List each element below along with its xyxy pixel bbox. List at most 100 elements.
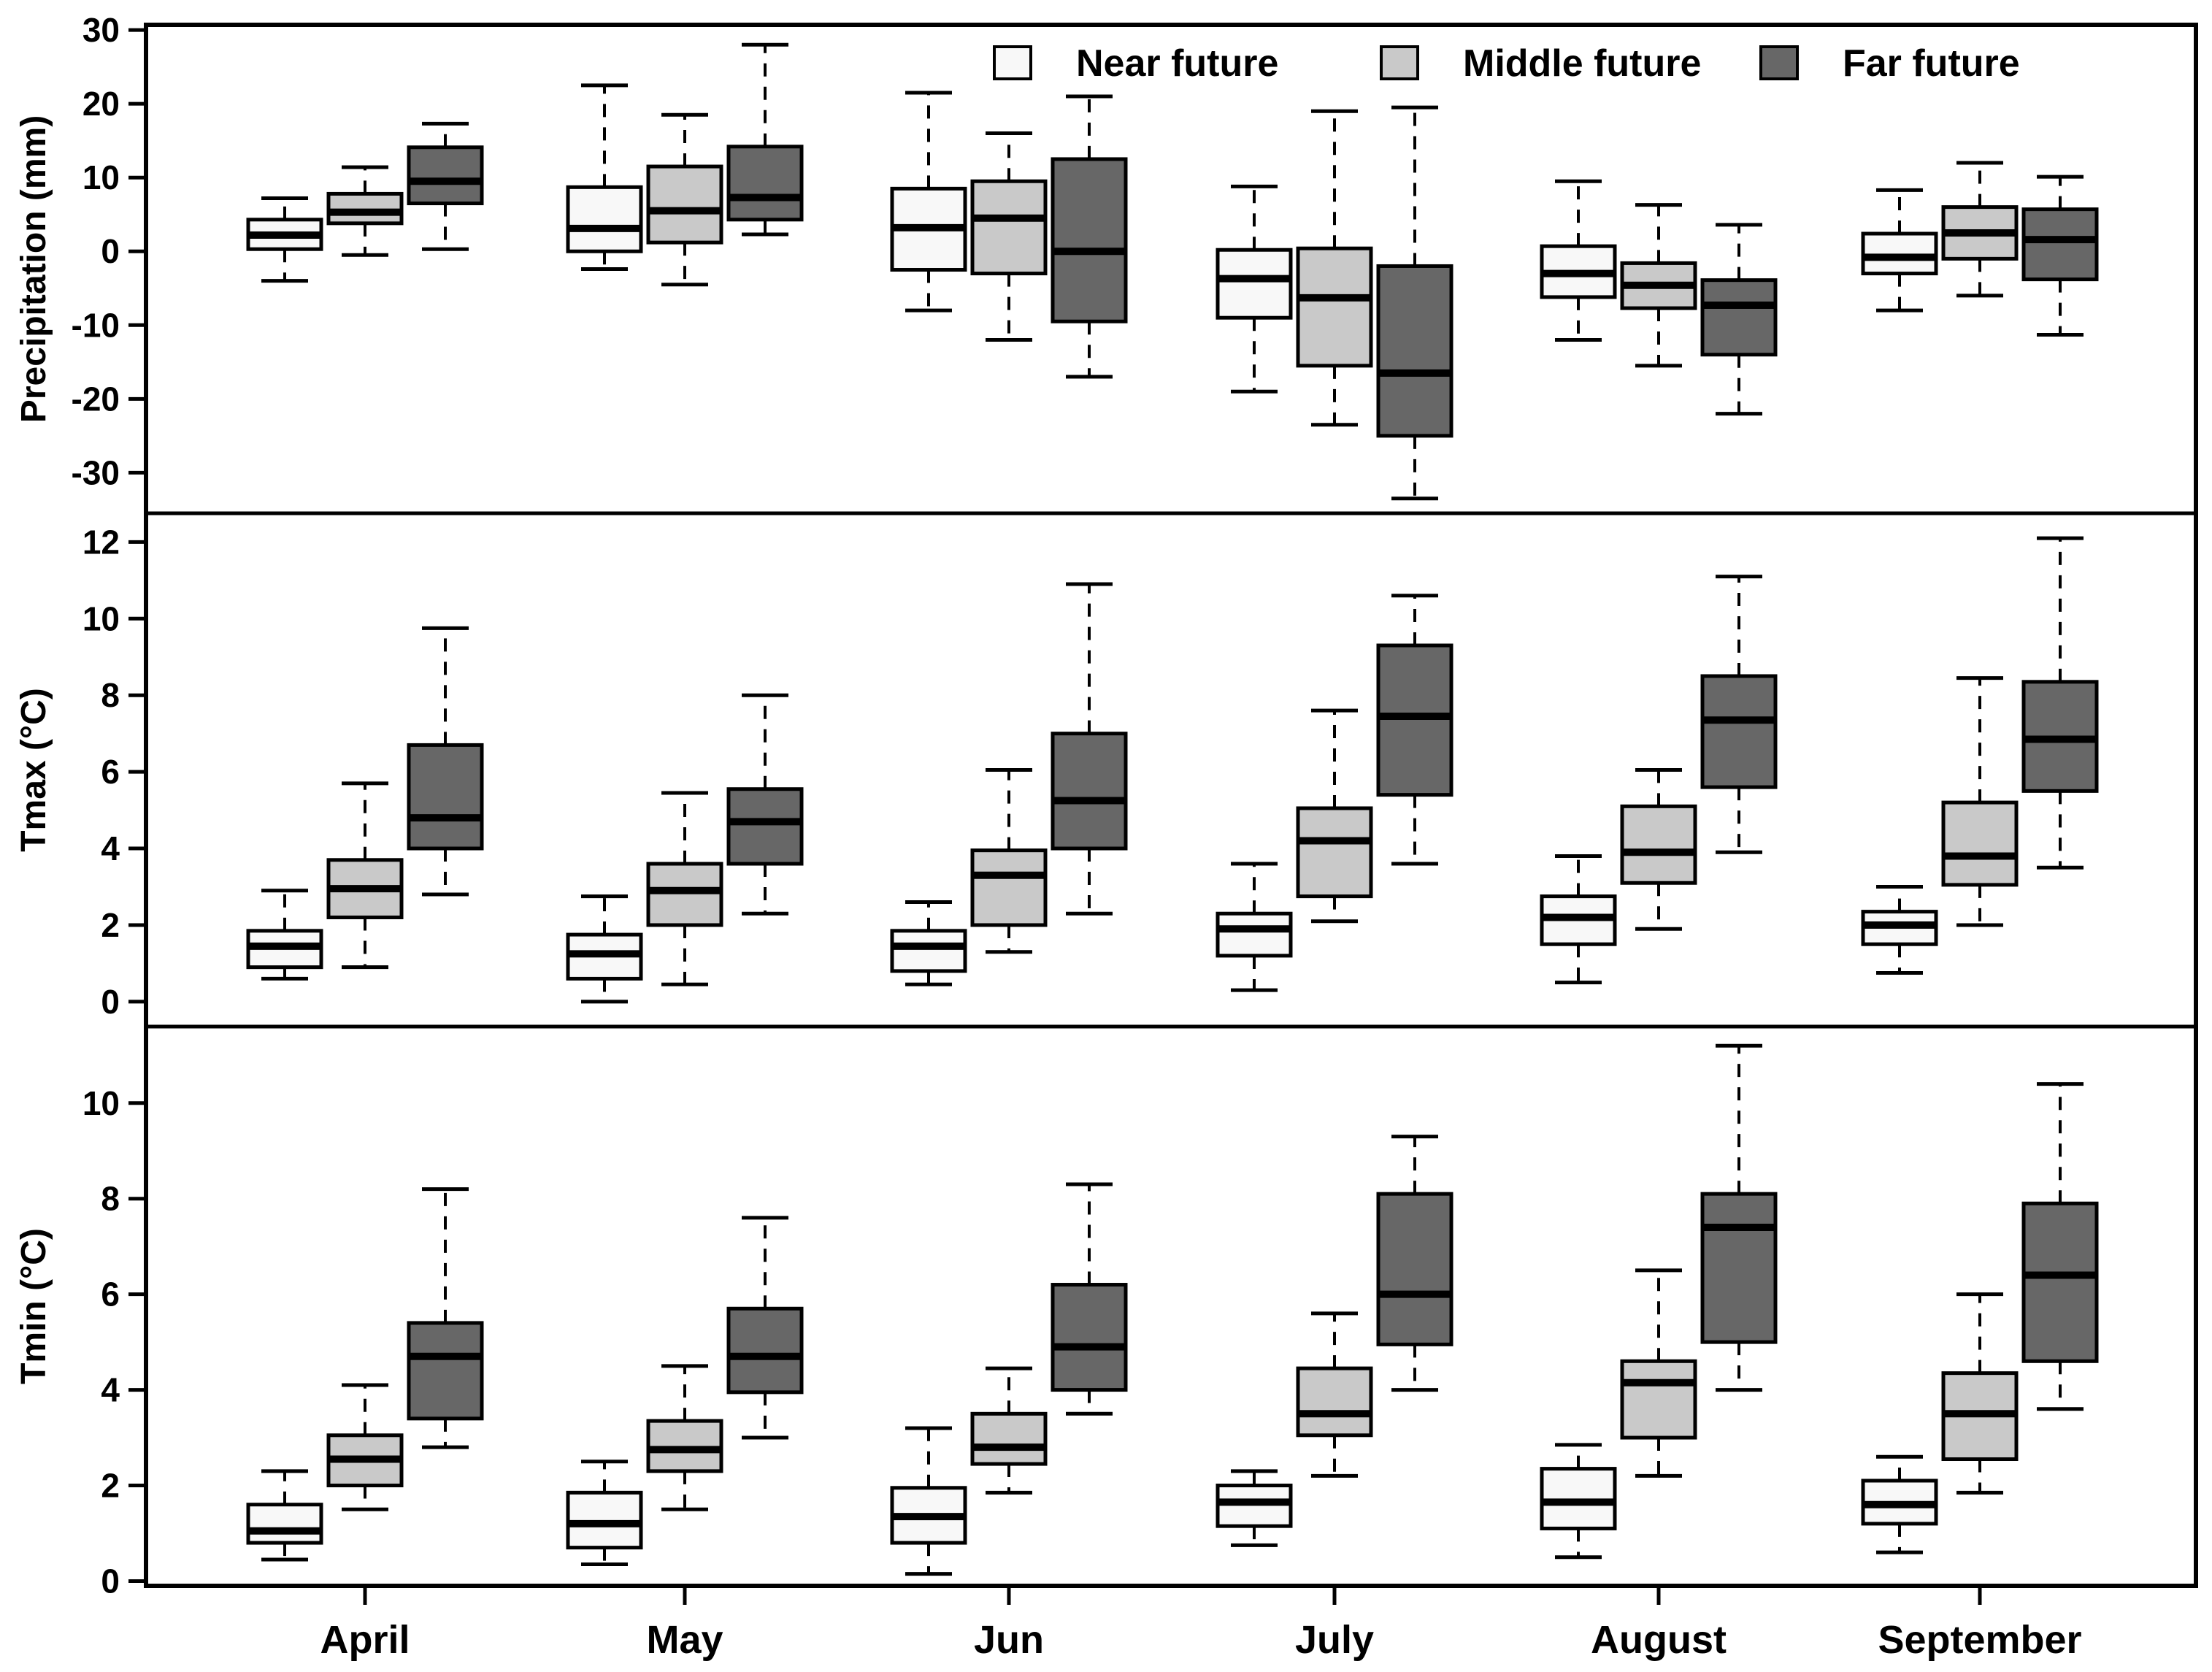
legend-swatch-near-future <box>993 45 1032 80</box>
iqr-box <box>1296 246 1373 368</box>
legend-swatch-far-future <box>1759 45 1799 80</box>
box-jun-far-future <box>1051 582 1128 916</box>
y-tick-label: 2 <box>101 1467 120 1505</box>
box-september-middle-future <box>1941 161 2019 298</box>
y-tick-label: 8 <box>101 1180 120 1218</box>
box-may-middle-future <box>646 112 723 287</box>
y-tick-label: 6 <box>101 1276 120 1314</box>
box-august-middle-future <box>1620 203 1697 368</box>
box-september-near-future <box>1861 1454 1938 1554</box>
box-july-far-future <box>1376 1135 1453 1392</box>
box-july-middle-future <box>1296 1311 1373 1478</box>
box-july-near-future <box>1216 1469 1293 1547</box>
iqr-box <box>1700 674 1778 789</box>
box-april-middle-future <box>326 1383 404 1511</box>
iqr-box <box>1216 911 1293 958</box>
x-tick-label-september: September <box>1878 1618 2081 1662</box>
y-tick-label: 20 <box>82 85 120 123</box>
box-april-far-future <box>407 1187 484 1449</box>
iqr-box <box>1700 1192 1778 1344</box>
box-april-middle-future <box>326 781 404 970</box>
box-may-near-future <box>566 1460 643 1567</box>
box-jun-middle-future <box>970 768 1048 954</box>
box-september-far-future <box>2021 1082 2099 1411</box>
y-tick-label: 8 <box>101 676 120 714</box>
box-jun-middle-future <box>970 131 1048 342</box>
box-jun-near-future <box>890 91 967 312</box>
box-may-near-future <box>566 894 643 1004</box>
iqr-box <box>2021 207 2099 282</box>
legend-label-near-future: Near future <box>1076 42 1278 85</box>
y-axis-title-tmax-c-: Tmax (°C) <box>15 688 53 852</box>
box-may-middle-future <box>646 1364 723 1511</box>
y-axis-title-tmin-c-: Tmin (°C) <box>15 1228 53 1384</box>
iqr-box <box>1296 1366 1373 1438</box>
iqr-box <box>1216 248 1293 320</box>
box-september-middle-future <box>1941 1292 2019 1495</box>
y-tick-label: -20 <box>72 380 120 418</box>
y-tick-label: 10 <box>82 158 120 196</box>
box-may-far-future <box>726 693 804 916</box>
box-august-near-future <box>1540 179 1617 342</box>
y-tick-label: 10 <box>82 1084 120 1122</box>
iqr-box <box>1941 800 2019 887</box>
iqr-box <box>726 1306 804 1395</box>
box-september-near-future <box>1861 188 1938 312</box>
box-jun-far-future <box>1051 1182 1128 1416</box>
box-jun-near-future <box>890 900 967 986</box>
box-jun-far-future <box>1051 94 1128 379</box>
box-july-far-future <box>1376 105 1453 501</box>
iqr-box <box>1700 278 1778 357</box>
y-tick-label: 2 <box>101 906 120 944</box>
y-tick-label: 4 <box>101 829 120 867</box>
iqr-box <box>726 145 804 222</box>
iqr-box <box>1051 157 1128 323</box>
iqr-box <box>970 179 1048 276</box>
y-tick-label: 30 <box>82 11 120 49</box>
box-september-far-future <box>2021 175 2099 337</box>
iqr-box <box>1051 732 1128 851</box>
iqr-box <box>1296 806 1373 899</box>
iqr-box <box>726 787 804 866</box>
box-september-near-future <box>1861 885 1938 975</box>
iqr-box <box>2021 1201 2099 1363</box>
iqr-box <box>1376 264 1453 438</box>
box-may-near-future <box>566 83 643 271</box>
iqr-box <box>1620 1359 1697 1440</box>
box-july-middle-future <box>1296 109 1373 427</box>
box-august-middle-future <box>1620 768 1697 931</box>
box-august-far-future <box>1700 1043 1778 1392</box>
y-tick-label: -10 <box>72 306 120 344</box>
y-tick-label: 12 <box>82 523 120 561</box>
box-august-near-future <box>1540 854 1617 985</box>
iqr-box <box>566 185 643 253</box>
y-tick-label: -30 <box>72 453 120 491</box>
box-july-near-future <box>1216 184 1293 394</box>
legend-label-far-future: Far future <box>1843 42 2020 85</box>
y-tick-label: 6 <box>101 753 120 791</box>
iqr-box <box>890 929 967 973</box>
box-jun-near-future <box>890 1426 967 1576</box>
box-may-far-future <box>726 1216 804 1440</box>
iqr-box <box>246 1503 323 1545</box>
box-may-middle-future <box>646 791 723 986</box>
box-august-middle-future <box>1620 1268 1697 1478</box>
iqr-box <box>1376 643 1453 797</box>
box-august-near-future <box>1540 1443 1617 1560</box>
iqr-box <box>1376 1192 1453 1346</box>
iqr-box <box>1051 1283 1128 1392</box>
y-tick-label: 10 <box>82 599 120 637</box>
iqr-box <box>646 862 723 927</box>
iqr-box <box>407 743 484 851</box>
iqr-box <box>326 191 404 226</box>
legend-swatch-middle-future <box>1380 45 1419 80</box>
y-tick-label: 0 <box>101 1562 120 1600</box>
y-tick-label: 0 <box>101 232 120 270</box>
iqr-box <box>407 1321 484 1421</box>
iqr-box <box>970 1411 1048 1466</box>
box-jun-middle-future <box>970 1366 1048 1495</box>
box-july-near-future <box>1216 862 1293 992</box>
box-september-far-future <box>2021 536 2099 870</box>
